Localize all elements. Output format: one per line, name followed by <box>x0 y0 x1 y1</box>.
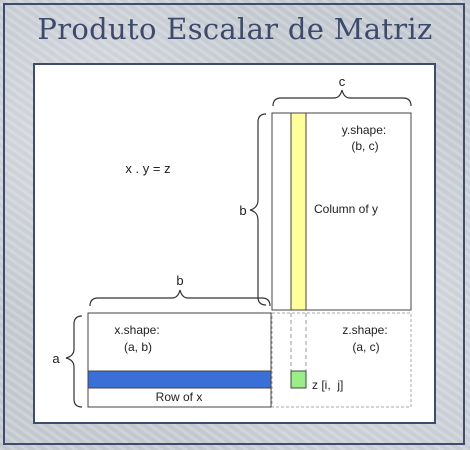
x-shape-value: (a, b) <box>124 340 152 354</box>
x-matrix <box>87 312 272 408</box>
dim-label-a: a <box>52 351 60 366</box>
y-column-highlight <box>290 112 307 311</box>
brace-a <box>65 315 83 408</box>
equation-text: x . y = z <box>125 161 170 176</box>
x-row-label: Row of x <box>156 390 203 404</box>
z-cell-label: z [i, j] <box>312 378 343 392</box>
z-shape-label: z.shape: <box>342 323 387 337</box>
x-shape-label: x.shape: <box>114 323 159 337</box>
outer-frame <box>3 3 465 445</box>
brace-b-left <box>249 113 267 306</box>
z-matrix <box>271 312 412 408</box>
brace-b-top <box>89 289 271 307</box>
z-cell-highlight <box>290 370 307 389</box>
dim-label-b-left: b <box>239 203 246 218</box>
y-shape-value: (b, c) <box>351 139 378 153</box>
y-shape-label: y.shape: <box>342 123 386 137</box>
y-column-label: Column of y <box>314 202 378 216</box>
dim-label-b-top: b <box>176 273 183 288</box>
dim-label-c: c <box>339 74 346 89</box>
x-row-highlight <box>87 370 272 389</box>
page-title: Produto Escalar de Matriz <box>37 12 433 46</box>
brace-c <box>272 89 412 107</box>
z-shape-value: (a, c) <box>352 340 379 354</box>
